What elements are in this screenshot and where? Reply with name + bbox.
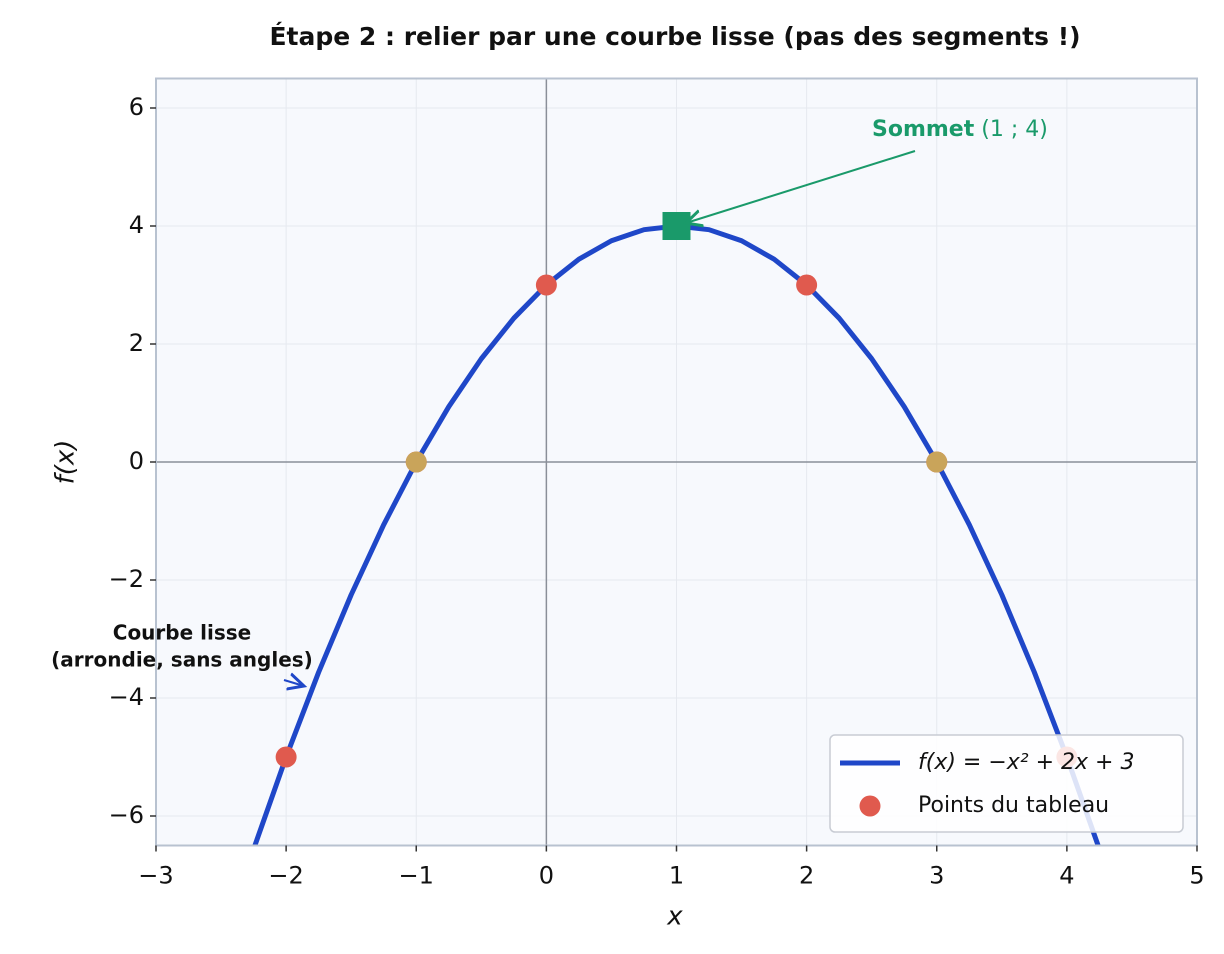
x-tick-label: 3 (929, 862, 944, 890)
data-point (796, 274, 818, 296)
x-tick-label: 2 (799, 862, 814, 890)
y-tick-label: 4 (129, 211, 144, 239)
y-tick-label: −6 (109, 801, 144, 829)
y-tick-label: 0 (129, 447, 144, 475)
x-axis-label: x (666, 902, 683, 932)
legend-swatch (859, 795, 881, 817)
y-tick-label: −4 (109, 683, 144, 711)
legend-box (829, 734, 1184, 833)
y-tick-label: 2 (129, 329, 144, 357)
vertex-annotation: Sommet (1 ; 4) (872, 117, 1048, 142)
x-tick-label: −2 (268, 862, 303, 890)
vertex-point (662, 212, 691, 240)
x-tick-label: 5 (1189, 862, 1204, 890)
legend-label: f(x) = −x² + 2x + 3 (918, 750, 1134, 775)
data-point (535, 274, 557, 296)
x-tick-label: −1 (399, 862, 434, 890)
root-point (926, 451, 948, 473)
annotation-text: Sommet (872, 117, 975, 142)
annotation-detail: (1 ; 4) (981, 117, 1048, 142)
y-tick-label: −2 (109, 565, 144, 593)
annotation-line: (arrondie, sans angles) (51, 648, 313, 672)
data-point (275, 746, 297, 768)
chart-title: Étape 2 : relier par une courbe lisse (p… (269, 22, 1080, 51)
x-tick-label: 1 (669, 862, 684, 890)
legend-label: Points du tableau (918, 793, 1109, 818)
y-axis-label: f(x) (51, 440, 81, 485)
y-tick-label: 6 (129, 93, 144, 121)
x-tick-label: 0 (539, 862, 554, 890)
root-point (405, 451, 427, 473)
x-tick-label: −3 (138, 862, 173, 890)
x-tick-label: 4 (1059, 862, 1074, 890)
annotation-arrow (283, 680, 304, 686)
annotation-line: Courbe lisse (113, 621, 251, 645)
annotation-arrow (686, 150, 916, 223)
